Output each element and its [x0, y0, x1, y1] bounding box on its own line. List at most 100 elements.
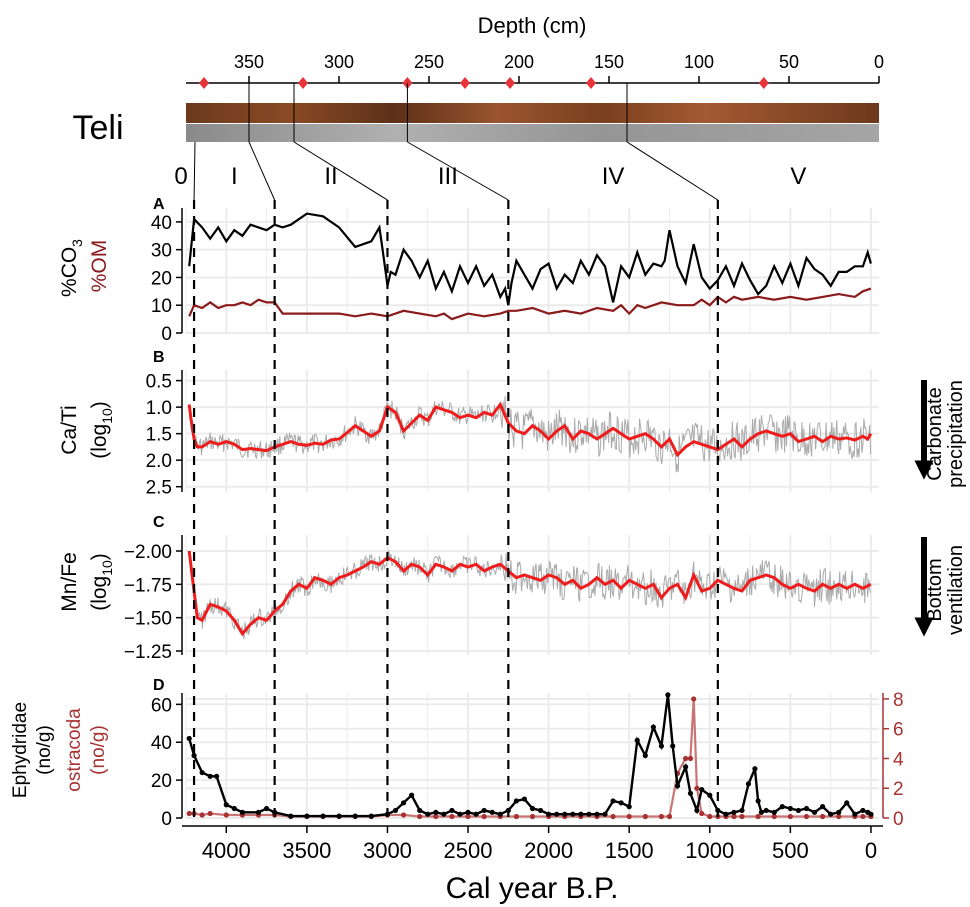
y-tick-label: 2: [893, 779, 904, 800]
ephydridae-point: [811, 809, 818, 815]
x-tick-label: 500: [772, 838, 809, 863]
sample-marker: [758, 77, 769, 89]
panel-b: 0.5 1.0 1.5 2.0 2.5: [146, 370, 879, 499]
ephydridae-point: [336, 813, 342, 819]
series-co3: [188, 212, 872, 306]
ostracoda-point: [513, 813, 519, 820]
y-tick-label: −1.75: [124, 575, 172, 596]
ostracoda-point: [481, 813, 487, 820]
series-cati-raw: [190, 395, 872, 473]
depth-tick-label: 50: [779, 52, 799, 72]
y-tick-label: 40: [151, 733, 172, 754]
x-tick-label: 0: [865, 838, 877, 863]
ephydridae-point: [392, 807, 399, 814]
y-tick-label: 0: [161, 809, 172, 830]
series-om: [188, 287, 872, 321]
ephydridae-point: [425, 811, 431, 817]
ephydridae-point: [771, 809, 777, 815]
ephydridae-point: [739, 807, 745, 814]
zone-label-III: III: [438, 163, 458, 190]
ephydridae-point: [489, 809, 495, 815]
ephydridae-point: [214, 773, 220, 779]
ylabel-ostracoda-unit: (no/g): [88, 725, 109, 775]
ylabel-cati-log: (log10): [88, 401, 115, 459]
depth-tick-label: 100: [684, 52, 714, 72]
ephydridae-point: [852, 811, 858, 817]
depth-axis-title: Depth (cm): [478, 13, 587, 38]
ephydridae-point: [417, 807, 423, 814]
ephydridae-point: [779, 804, 785, 810]
ephydridae-point: [497, 811, 503, 817]
sample-marker: [505, 77, 515, 89]
ostracoda-point: [731, 813, 737, 820]
ephydridae-point: [199, 769, 205, 776]
sample-marker: [199, 77, 209, 89]
ephydridae-point: [683, 764, 689, 770]
x-axis-title: Cal year B.P.: [446, 872, 619, 905]
unit-connector: [626, 141, 719, 201]
ylabel-om: %OM: [88, 240, 111, 293]
ylabel-ephydridae-unit: (no/g): [34, 725, 55, 775]
ostracoda-point: [683, 755, 689, 762]
ephydridae-point: [868, 811, 874, 817]
ostracoda-point: [610, 813, 616, 820]
ephydridae-point: [610, 798, 616, 804]
y-tick-label: −1.25: [124, 642, 172, 663]
ephydridae-point: [457, 811, 463, 817]
zone-label-0: 0: [174, 163, 187, 190]
ostracoda-point: [819, 813, 826, 820]
ephydridae-point: [186, 735, 192, 742]
ostracoda-point: [699, 810, 705, 817]
ephydridae-point: [562, 811, 568, 817]
x-tick-label: 3000: [363, 838, 412, 863]
depth-tick-label: 300: [324, 52, 354, 72]
ostracoda-point: [836, 813, 842, 820]
ephydridae-point: [787, 805, 793, 812]
depth-tick-label: 150: [594, 52, 624, 72]
y-tick-label: 0.5: [146, 372, 172, 393]
ephydridae-point: [687, 790, 694, 796]
y-tick-label: 0: [893, 809, 904, 830]
ephydridae-point: [481, 807, 487, 814]
y-tick-label: −2.00: [124, 542, 172, 563]
ephydridae-point: [465, 809, 471, 815]
ylabel-cati: Ca/Ti: [58, 405, 81, 454]
y-tick-label: 30: [151, 241, 172, 262]
ostracoda-point: [694, 785, 700, 791]
y-tick-label: 10: [151, 296, 172, 317]
ephydridae-point: [521, 796, 528, 802]
ephydridae-point: [758, 809, 764, 815]
zone-boundaries: [192, 200, 719, 818]
ephydridae-point: [288, 813, 294, 819]
zone-labels: 0 I II III IV V: [174, 163, 806, 190]
ephydridae-point: [803, 805, 810, 812]
y-tick-label: 2.0: [146, 451, 172, 472]
site-label: Teli: [72, 109, 123, 147]
ephydridae-point: [752, 766, 758, 772]
ephydridae-point: [694, 807, 700, 814]
y-tick-label: 4: [893, 749, 904, 770]
x-tick-label: 2500: [444, 838, 493, 863]
x-tick-label: 1000: [685, 838, 734, 863]
y-tick-label: 60: [151, 695, 172, 716]
zone-label-IV: IV: [602, 163, 625, 190]
ostracoda-point: [771, 813, 777, 820]
ephydridae-point: [449, 807, 455, 814]
annotation-carbonate-2: precipitation: [945, 380, 967, 488]
series-cati-smooth: [187, 401, 873, 458]
ephydridae-point: [320, 813, 326, 819]
ephydridae-point: [819, 804, 826, 810]
ephydridae-point: [650, 724, 656, 730]
ephydridae-point: [223, 802, 229, 808]
ostracoda-point: [787, 813, 793, 820]
ephydridae-point: [231, 805, 237, 812]
ostracoda-point: [666, 813, 673, 820]
ostracoda-point: [207, 810, 213, 817]
ephydridae-point: [670, 743, 676, 749]
ephydridae-point: [836, 809, 842, 815]
ephydridae-point: [699, 786, 705, 793]
x-tick-label: 1500: [605, 838, 654, 863]
y-tick-label: 0: [161, 324, 172, 345]
ephydridae-point: [578, 811, 584, 817]
annotation-carbonate-1: Carbonate: [924, 387, 946, 480]
